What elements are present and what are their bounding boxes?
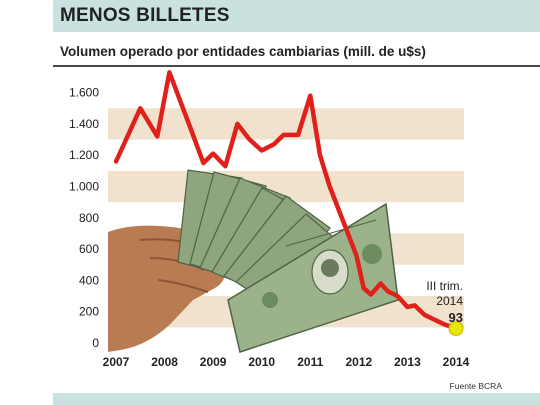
data-point-marker: [448, 320, 464, 336]
annotation-year: 2014: [436, 294, 463, 308]
y-axis-ticks: 0 200 400 600 800 1.000 1.200 1.400 1.600: [69, 86, 99, 350]
last-point-marker: [448, 320, 464, 336]
y-tick-label: 1.200: [69, 148, 99, 162]
hand-holding-dollar-bills-icon: [108, 169, 399, 353]
x-tick-label: 2009: [200, 355, 227, 369]
x-tick-label: 2007: [103, 355, 130, 369]
y-tick-label: 0: [92, 336, 99, 350]
y-tick-label: 1.400: [69, 117, 99, 131]
chart-subtitle: Volumen operado por entidades cambiarias…: [60, 44, 426, 59]
y-tick-label: 400: [79, 273, 99, 287]
subtitle-divider: [53, 65, 540, 67]
y-tick-label: 600: [79, 242, 99, 256]
x-tick-label: 2011: [297, 355, 323, 369]
annotation-value: 93: [449, 310, 463, 325]
footer-band: [53, 393, 540, 405]
x-tick-label: 2014: [443, 355, 470, 369]
x-axis-labels: 2007 2008 2009 2010 2011 2012 2013 2014: [103, 355, 470, 369]
source-note: Fuente BCRA: [449, 381, 502, 391]
y-tick-label: 200: [79, 305, 99, 319]
x-tick-label: 2012: [346, 355, 373, 369]
y-tick-label: 1.000: [69, 180, 99, 194]
y-tick-label: 1.600: [69, 86, 99, 100]
x-tick-label: 2008: [151, 355, 178, 369]
series-line: [113, 70, 459, 331]
header-band: [53, 0, 540, 32]
y-tick-label: 800: [79, 211, 99, 225]
x-tick-label: 2010: [248, 355, 275, 369]
x-tick-label: 2013: [394, 355, 421, 369]
chart-headline: MENOS BILLETES: [60, 5, 230, 26]
annotation-period: III trim.: [426, 279, 463, 293]
